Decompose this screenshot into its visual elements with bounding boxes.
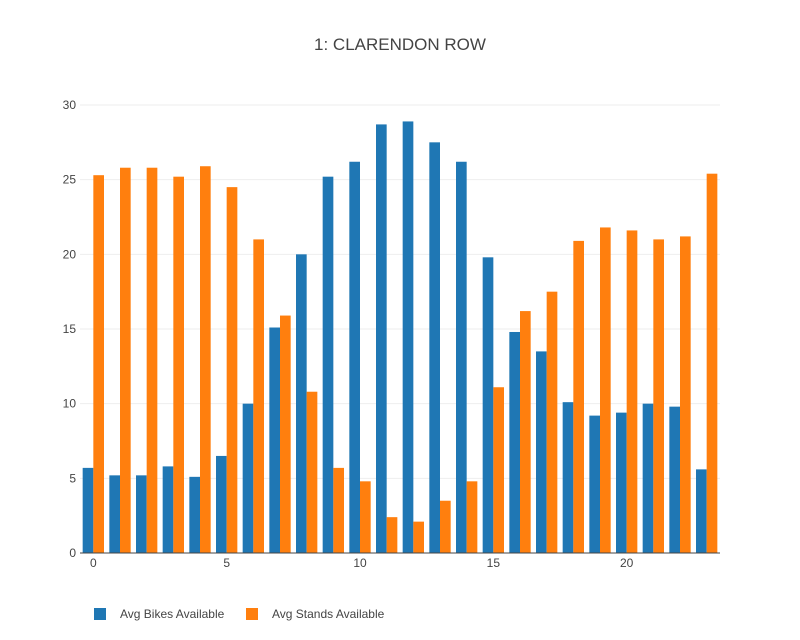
bar-bikes-19[interactable] [589,415,600,553]
bar-bikes-0[interactable] [82,467,94,553]
bar-stands-23[interactable] [706,173,718,553]
grid-lines [80,104,720,479]
bar-bikes-23[interactable] [696,469,707,553]
legend-swatch [246,608,258,620]
bar-stands-9[interactable] [333,467,344,553]
y-axis-ticks: 0 5 10 15 20 25 30 [63,98,77,560]
x-tick-label-5: 5 [223,556,230,570]
bar-stands-21[interactable] [653,239,664,553]
bar-stands-22[interactable] [680,236,691,553]
bar-bikes-6[interactable] [242,403,254,553]
bar-bikes-3[interactable] [162,466,174,553]
bar-bikes-20[interactable] [616,412,627,553]
legend-item-bikes[interactable]: Avg Bikes Available [94,607,225,621]
x-axis-ticks: 0 5 10 15 20 [90,556,634,570]
bar-stands-16[interactable] [520,311,531,553]
legend-item-stands[interactable]: Avg Stands Available [246,607,385,621]
y-tick-label-25: 25 [63,173,77,187]
bar-stands-2[interactable] [146,167,158,553]
bar-stands-7[interactable] [280,315,291,553]
x-tick-label-0: 0 [90,556,97,570]
bar-stands-18[interactable] [573,240,584,553]
bars [82,121,718,554]
bar-bikes-2[interactable] [136,475,147,553]
bar-bikes-5[interactable] [216,455,227,553]
bar-bikes-9[interactable] [322,176,334,553]
bar-bikes-4[interactable] [189,476,200,553]
bar-bikes-22[interactable] [669,406,680,553]
bar-stands-5[interactable] [226,187,238,553]
bar-stands-20[interactable] [626,230,638,553]
bar-stands-13[interactable] [440,500,451,553]
bar-stands-19[interactable] [600,227,611,553]
bar-bikes-12[interactable] [402,121,414,554]
bar-stands-14[interactable] [466,481,478,553]
y-tick-label-5: 5 [69,471,76,485]
bar-bikes-7[interactable] [269,327,280,553]
y-tick-label-0: 0 [69,546,76,560]
bar-stands-10[interactable] [360,481,371,553]
bar-stands-1[interactable] [120,167,131,553]
bar-stands-3[interactable] [173,176,184,553]
bar-stands-6[interactable] [253,239,264,553]
bar-stands-8[interactable] [306,391,318,553]
bar-stands-4[interactable] [200,166,211,554]
bar-stands-0[interactable] [93,175,104,553]
x-tick-label-15: 15 [487,556,501,570]
bar-bikes-14[interactable] [456,161,467,553]
legend-swatch [94,608,106,620]
chart-title: 1: CLARENDON ROW [314,35,486,54]
bar-bikes-1[interactable] [109,475,120,553]
y-tick-label-15: 15 [63,322,77,336]
bar-stands-17[interactable] [546,291,558,553]
bar-stands-11[interactable] [386,517,398,553]
x-tick-label-10: 10 [353,556,367,570]
bar-bikes-18[interactable] [562,402,574,553]
y-tick-label-10: 10 [63,397,77,411]
bar-stands-12[interactable] [413,521,424,553]
bar-bikes-13[interactable] [429,142,440,553]
y-tick-label-30: 30 [63,98,77,112]
bar-bikes-10[interactable] [349,161,360,553]
legend-label: Avg Stands Available [272,607,385,621]
y-tick-label-20: 20 [63,247,77,261]
bar-bikes-21[interactable] [642,403,654,553]
bar-bikes-11[interactable] [376,124,387,553]
bar-bikes-15[interactable] [482,257,494,553]
bar-bikes-8[interactable] [296,254,307,553]
legend[interactable]: Avg Bikes Available Avg Stands Available [94,607,385,621]
bar-bikes-17[interactable] [536,351,547,553]
bar-stands-15[interactable] [493,387,504,553]
x-tick-label-20: 20 [620,556,634,570]
bar-bikes-16[interactable] [509,331,520,553]
legend-label: Avg Bikes Available [120,607,225,621]
